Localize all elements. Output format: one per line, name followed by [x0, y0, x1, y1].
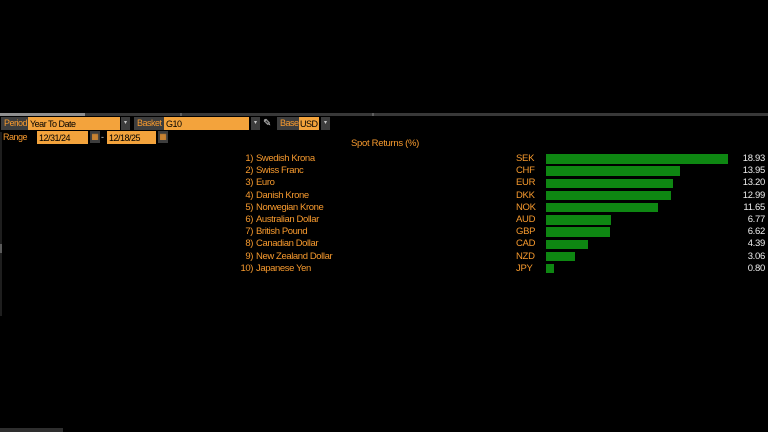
row-name: Swiss Franc [256, 165, 304, 177]
row-name: Norwegian Krone [256, 201, 324, 213]
chart-row[interactable]: 9) New Zealand Dollar NZD 3.06 [239, 251, 768, 263]
chart-row[interactable]: 1) Swedish Krona SEK 18.93 [239, 153, 768, 165]
vertical-scrollbar[interactable] [0, 132, 2, 316]
vertical-scrollbar-thumb[interactable] [0, 244, 2, 253]
row-bar[interactable] [546, 239, 589, 249]
row-rank: 10) [240, 262, 253, 274]
row-bar[interactable] [546, 251, 576, 262]
row-ticker: NOK [516, 201, 536, 213]
row-value: 0.80 [747, 262, 766, 274]
scrollbar-tick [372, 113, 374, 116]
row-value: 6.62 [747, 226, 766, 238]
row-rank: 3) [245, 177, 253, 189]
chart-row[interactable]: 5) Norwegian Krone NOK 11.65 [239, 202, 768, 214]
row-name: Japanese Yen [256, 262, 311, 274]
row-name: British Pound [256, 226, 308, 238]
row-value: 12.99 [742, 189, 766, 201]
row-name: New Zealand Dollar [256, 250, 333, 262]
row-value: 4.39 [747, 238, 766, 250]
row-ticker: CHF [516, 165, 535, 177]
base-field[interactable] [299, 117, 319, 130]
pencil-icon: ✎ [263, 118, 272, 129]
row-ticker: GBP [516, 226, 536, 238]
row-rank: 1) [245, 153, 253, 164]
row-rank: 4) [245, 189, 253, 201]
row-name: Danish Krone [256, 189, 309, 201]
row-rank: 9) [245, 250, 253, 262]
chevron-down-icon: ▾ [323, 120, 327, 126]
row-rank: 2) [245, 165, 253, 177]
period-field[interactable] [28, 117, 120, 130]
base-dropdown-button[interactable]: ▾ [321, 117, 330, 130]
horizontal-scrollbar-thumb[interactable] [0, 113, 85, 116]
row-bar[interactable] [546, 154, 728, 164]
row-bar[interactable] [546, 263, 554, 274]
row-rank: 7) [245, 226, 253, 238]
period-label: Period [1, 117, 31, 130]
row-name: Canadian Dollar [256, 238, 319, 250]
period-dropdown-button[interactable]: ▾ [121, 117, 130, 130]
bottom-edge-strip [0, 428, 63, 432]
horizontal-scrollbar[interactable] [0, 113, 768, 116]
row-rank: 6) [245, 213, 253, 225]
chart-row[interactable]: 8) Canadian Dollar CAD 4.39 [239, 238, 768, 250]
row-name: Australian Dollar [256, 213, 319, 225]
row-bar[interactable] [546, 202, 658, 213]
scrollbar-tick [180, 113, 182, 116]
range-label: Range [3, 132, 28, 142]
base-label: Base [277, 117, 302, 130]
row-ticker: CAD [516, 238, 536, 250]
row-value: 13.20 [742, 177, 766, 189]
range-separator: - [101, 132, 104, 142]
range-start-calendar-button[interactable]: ▦ [90, 131, 100, 143]
edit-basket-button[interactable]: ✎ [263, 117, 271, 130]
chevron-down-icon: ▾ [123, 120, 127, 126]
row-ticker: AUD [516, 213, 536, 225]
row-value: 18.93 [742, 153, 766, 164]
chevron-down-icon: ▾ [253, 120, 257, 126]
row-bar[interactable] [546, 166, 681, 176]
row-name: Euro [256, 177, 275, 189]
chart-row[interactable]: 4) Danish Krone DKK 12.99 [239, 190, 768, 202]
row-rank: 5) [245, 201, 253, 213]
row-rank: 8) [245, 238, 253, 250]
basket-label: Basket [134, 117, 165, 130]
range-end-field[interactable] [107, 131, 156, 144]
calendar-icon: ▦ [91, 132, 99, 141]
chart-row[interactable]: 6) Australian Dollar AUD 6.77 [239, 214, 768, 226]
row-bar[interactable] [546, 215, 612, 225]
chart-row[interactable]: 7) British Pound GBP 6.62 [239, 226, 768, 238]
row-value: 11.65 [743, 201, 765, 213]
chart-row[interactable]: 10) Japanese Yen JPY 0.80 [239, 263, 768, 275]
row-ticker: DKK [516, 189, 535, 201]
basket-dropdown-button[interactable]: ▾ [251, 117, 260, 130]
row-bar[interactable] [546, 227, 610, 237]
chart-rows: 1) Swedish Krona SEK 18.93 2) Swiss Franc CHF 1… [239, 153, 768, 275]
row-ticker: SEK [516, 153, 535, 164]
row-bar[interactable] [546, 190, 671, 201]
basket-field[interactable] [164, 117, 249, 130]
range-end-calendar-button[interactable]: ▦ [158, 131, 168, 143]
row-value: 6.77 [747, 213, 766, 225]
row-value: 3.06 [747, 250, 766, 262]
row-bar[interactable] [546, 178, 673, 189]
chart-row[interactable]: 3) Euro EUR 13.20 [239, 177, 768, 189]
range-start-field[interactable] [37, 131, 88, 144]
row-ticker: NZD [516, 250, 535, 262]
calendar-icon: ▦ [159, 132, 167, 141]
row-name: Swedish Krona [256, 153, 315, 164]
row-ticker: JPY [516, 262, 533, 274]
row-value: 13.95 [742, 165, 766, 177]
chart-title: Spot Returns (%) [350, 138, 420, 149]
chart-row[interactable]: 2) Swiss Franc CHF 13.95 [239, 165, 768, 177]
row-ticker: EUR [516, 177, 536, 189]
